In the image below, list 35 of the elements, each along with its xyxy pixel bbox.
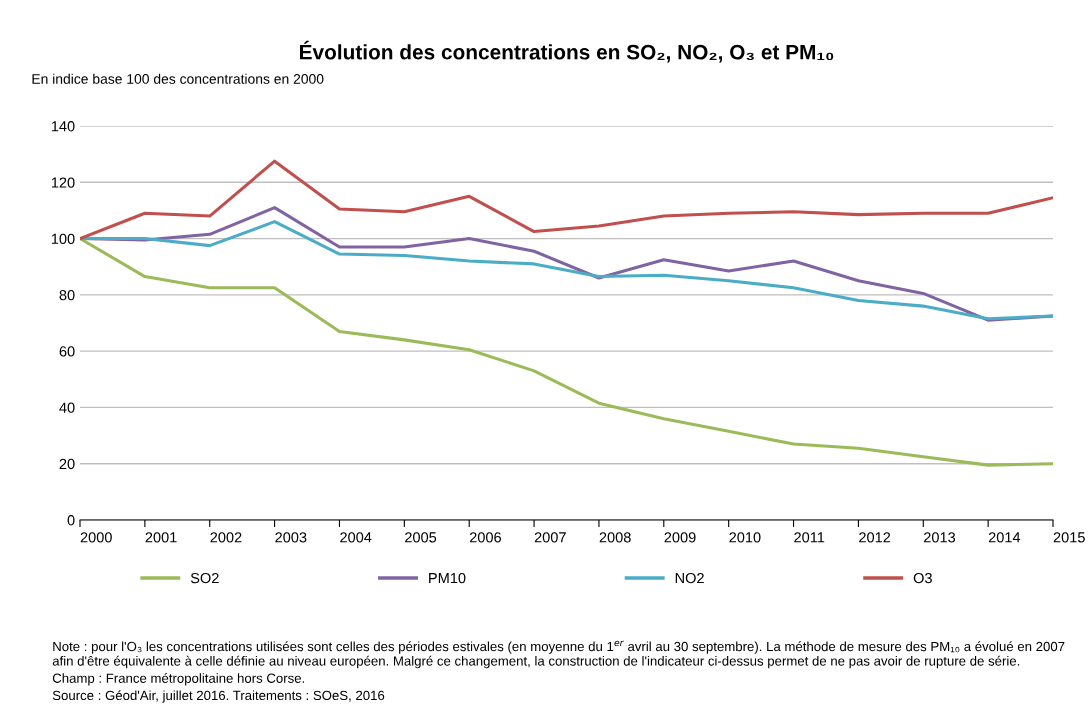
y-tick-label: 140: [51, 121, 75, 132]
x-tick-label: 2001: [145, 532, 177, 543]
x-tick-label: 2014: [988, 532, 1021, 543]
x-tick-label: 2011: [794, 532, 825, 543]
x-tick-label: 2007: [534, 532, 566, 543]
y-axis-title: En indice base 100 des concentrations en 2000: [32, 73, 324, 84]
y-tick-label: 40: [59, 402, 75, 413]
legend-label: PM10: [429, 572, 466, 584]
y-tick-label: 60: [59, 346, 75, 357]
source-note: Source : Géod'Air, juillet 2016. Traitements : SOeS, 2016: [52, 690, 385, 703]
text: Champ : France métropolitaine hors Corse.: [52, 673, 305, 686]
x-tick-label: 2006: [469, 532, 501, 543]
y-tick-label: 120: [51, 177, 75, 188]
x-tick-label: 2013: [924, 532, 956, 543]
line-series: [80, 237, 1053, 467]
legend-label: NO2: [675, 572, 704, 584]
x-tick-label: 2012: [859, 532, 891, 543]
text: Note : pour l'O₃ les concentrations utilisées sont celles des périodes estivales (en moyenne du 1$^{er}$ avril au 30 septembre). La méthode de mesure des PM₁₀ a évolué en 2007 afin d'être équivalente à celle définie au niveau européen. Malgré ce changement, la construction de l'indicateur ci-dessus permet de ne pas avoir de rupture de série.: [52, 640, 1065, 669]
x-tick-label: 2000: [80, 532, 112, 543]
x-tick-label: 2015: [1053, 532, 1085, 543]
x-tick-label: 2005: [405, 532, 437, 543]
x-tick-label: 2004: [340, 532, 372, 543]
line-series: [80, 159, 1053, 241]
y-tick-label: 0: [67, 515, 75, 526]
legend-label: SO2: [190, 572, 219, 584]
legend-label: O3: [913, 572, 932, 584]
x-tick-label: 2008: [599, 532, 631, 543]
chart-title: Évolution des concentrations en SO₂, NO₂, O₃ et PM₁₀: [300, 40, 834, 63]
x-tick-label: 2003: [275, 532, 307, 543]
y-tick-label: 100: [51, 233, 75, 244]
y-tick-label: 80: [59, 289, 75, 301]
x-tick-label: 2002: [210, 532, 242, 543]
x-tick-label: 2009: [664, 532, 696, 543]
y-tick-label: 20: [59, 458, 75, 470]
x-tick-label: 2010: [729, 532, 761, 543]
